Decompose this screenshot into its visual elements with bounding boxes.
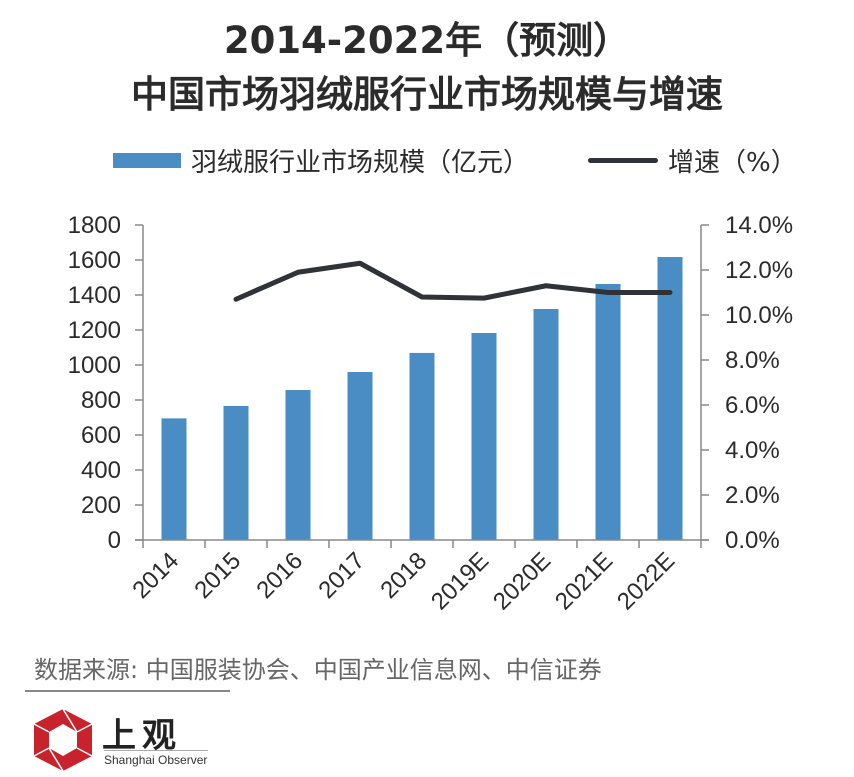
legend-line-swatch — [588, 157, 658, 163]
source-divider — [25, 690, 230, 692]
chart-area: 0 200 400 600 800 1000 1200 1400 1600 1800 0.0% 2.0… — [68, 212, 793, 615]
legend-bar-swatch — [113, 152, 181, 168]
right-axis-label: 14.0% — [725, 212, 793, 239]
bar-2017 — [347, 372, 373, 540]
bar-2021E — [595, 283, 621, 540]
left-axis-label: 1800 — [68, 212, 121, 239]
right-axis-label: 2.0% — [725, 482, 780, 509]
growth-rate-line — [233, 260, 673, 302]
legend-label-market-size: 羽绒服行业市场规模（亿元） — [191, 147, 530, 178]
right-axis-label: 8.0% — [725, 347, 780, 374]
x-axis-label: 2020E — [488, 547, 556, 615]
left-axis-label: 1000 — [68, 352, 121, 379]
legend-item-market-size: 羽绒服行业市场规模（亿元） — [113, 142, 529, 178]
bar-2019E — [471, 332, 497, 540]
left-axis-label: 1600 — [68, 247, 121, 274]
chart-title-line-1: 2014-2022年（预测） — [223, 19, 631, 62]
left-axis-label: 800 — [81, 387, 121, 414]
x-axis-label: 2022E — [612, 547, 680, 615]
x-axis-label: 2014 — [127, 547, 184, 604]
right-axis-label: 10.0% — [725, 302, 793, 329]
x-axis-label: 2021E — [550, 547, 618, 615]
left-axis-label: 200 — [81, 492, 121, 519]
left-axis-label: 400 — [81, 457, 121, 484]
logo-chinese-text: 上观 — [102, 716, 182, 756]
right-axis-label: 4.0% — [725, 437, 780, 464]
x-axis-label: 2016 — [251, 547, 308, 604]
bar-2016 — [285, 390, 311, 540]
x-axis-label: 2015 — [189, 547, 246, 604]
left-axis-label: 1200 — [68, 317, 121, 344]
x-axis-label: 2017 — [313, 547, 370, 604]
logo-english-text: Shanghai Observer — [104, 753, 208, 767]
data-source: 数据来源: 中国服装协会、中国产业信息网、中信证券 — [34, 656, 602, 684]
shanghai-observer-logo: 上观 Shanghai Observer — [28, 706, 218, 772]
bar-2015 — [223, 405, 249, 540]
logo-divider — [104, 750, 208, 751]
right-axis-label: 12.0% — [725, 257, 793, 284]
x-axis-label: 2019E — [426, 547, 494, 615]
bar-2020E — [533, 309, 559, 540]
legend-label-growth: 增速（%） — [668, 147, 797, 178]
logo-hexagon-icon — [33, 708, 93, 772]
right-axis-label: 6.0% — [725, 392, 780, 419]
bar-2018 — [409, 352, 435, 540]
left-axis-label: 600 — [81, 422, 121, 449]
bar-2014 — [161, 418, 187, 540]
legend-item-growth: 增速（%） — [588, 142, 797, 178]
left-axis-label: 1400 — [68, 282, 121, 309]
chart-title-line-2: 中国市场羽绒服行业市场规模与增速 — [131, 73, 723, 116]
left-axis-label: 0 — [108, 527, 121, 554]
right-axis-label: 0.0% — [725, 527, 780, 554]
bar-2022E — [657, 257, 683, 540]
x-axis-label: 2018 — [375, 547, 432, 604]
